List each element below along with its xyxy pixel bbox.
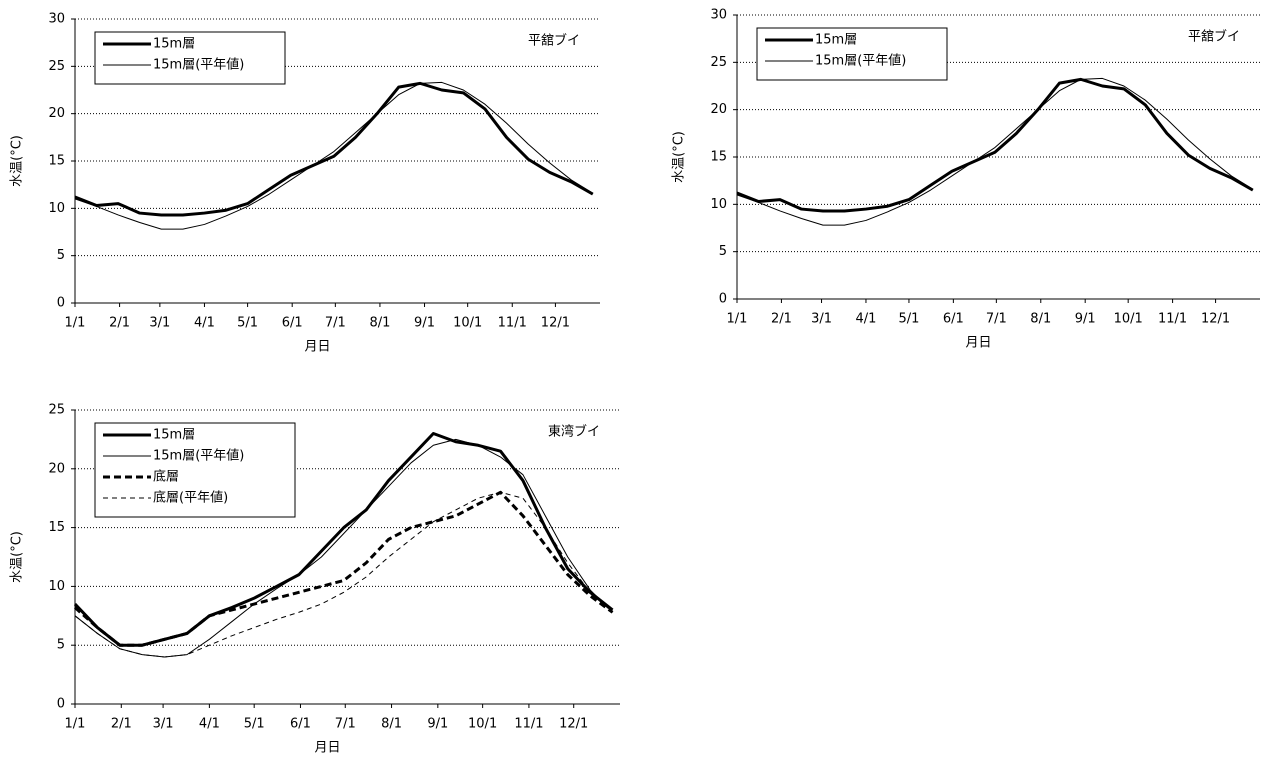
x-tick-label: 1/1 xyxy=(65,316,86,331)
x-tick-label: 11/1 xyxy=(514,717,543,732)
y-tick-label: 10 xyxy=(710,197,727,212)
chart: 0 5 10 15 20 25 30 1/1 2/1 3/1 4/1 5/1 6/1 7/1 8/1 9/1 1… xyxy=(672,8,1260,351)
y-tick-label: 25 xyxy=(48,403,65,418)
x-tick-label: 3/1 xyxy=(153,717,174,732)
chart: 0 5 10 15 20 25 30 1/1 2/1 3/1 4/1 5/1 6/1 7/1 8/1 9/1 1… xyxy=(10,12,600,355)
y-tick-label: 10 xyxy=(48,201,65,216)
series-line xyxy=(74,81,594,217)
y-tick-label: 15 xyxy=(48,520,65,535)
x-tick-label: 8/1 xyxy=(369,316,390,331)
x-axis-label: 月日 xyxy=(314,741,340,756)
x-axis-label: 月日 xyxy=(304,340,330,355)
y-axis-label: 水温(°C) xyxy=(10,531,25,583)
y-tick-label: 30 xyxy=(48,12,65,27)
legend-label: 15m層(平年値) xyxy=(153,448,244,464)
x-tick-label: 11/1 xyxy=(498,316,527,331)
x-tick-label: 6/1 xyxy=(943,312,964,327)
series-line xyxy=(736,77,1254,226)
x-tick-label: 9/1 xyxy=(427,717,448,732)
y-tick-label: 25 xyxy=(710,55,727,70)
y-tick-label: 20 xyxy=(48,106,65,121)
series-line xyxy=(74,81,594,230)
y-tick-label: 0 xyxy=(719,292,727,307)
y-tick-label: 30 xyxy=(710,8,727,23)
x-tick-label: 6/1 xyxy=(282,316,303,331)
x-tick-label: 5/1 xyxy=(244,717,265,732)
legend-label: 底層(平年値) xyxy=(153,490,228,506)
x-tick-label: 4/1 xyxy=(855,312,876,327)
x-tick-label: 10/1 xyxy=(1114,312,1143,327)
y-tick-label: 5 xyxy=(719,244,727,259)
series-line xyxy=(74,490,614,647)
x-tick-label: 8/1 xyxy=(381,717,402,732)
x-tick-label: 9/1 xyxy=(414,316,435,331)
x-tick-label: 2/1 xyxy=(111,717,132,732)
x-tick-label: 7/1 xyxy=(986,312,1007,327)
legend-label: 15m層(平年値) xyxy=(153,57,244,73)
y-tick-label: 20 xyxy=(710,102,727,117)
legend-label: 15m層 xyxy=(153,428,195,443)
x-tick-label: 12/1 xyxy=(541,316,570,331)
x-tick-label: 5/1 xyxy=(898,312,919,327)
x-tick-label: 3/1 xyxy=(811,312,832,327)
x-tick-label: 1/1 xyxy=(65,717,86,732)
annotation: 東湾ブイ xyxy=(548,424,600,440)
x-tick-label: 2/1 xyxy=(771,312,792,327)
legend-label: 15m層 xyxy=(815,33,857,48)
legend-box xyxy=(756,27,948,81)
x-tick-label: 10/1 xyxy=(453,316,482,331)
y-tick-label: 20 xyxy=(48,461,65,476)
y-tick-label: 15 xyxy=(710,150,727,165)
legend-box xyxy=(94,31,286,85)
y-tick-label: 5 xyxy=(57,638,65,653)
x-tick-label: 9/1 xyxy=(1075,312,1096,327)
x-tick-label: 3/1 xyxy=(149,316,170,331)
x-tick-label: 11/1 xyxy=(1158,312,1187,327)
x-tick-label: 12/1 xyxy=(1201,312,1230,327)
legend-label: 15m層 xyxy=(153,37,195,52)
series-line xyxy=(74,491,613,658)
legend-box xyxy=(94,422,296,518)
x-tick-label: 12/1 xyxy=(559,717,588,732)
y-tick-label: 0 xyxy=(57,697,65,712)
annotation: 平舘ブイ xyxy=(528,33,580,49)
y-axis-label: 水温(°C) xyxy=(10,135,25,187)
x-tick-label: 1/1 xyxy=(727,312,748,327)
x-tick-label: 4/1 xyxy=(199,717,220,732)
x-tick-label: 4/1 xyxy=(194,316,215,331)
x-axis-label: 月日 xyxy=(965,336,991,351)
x-tick-label: 6/1 xyxy=(290,717,311,732)
y-tick-label: 25 xyxy=(48,59,65,74)
y-tick-label: 15 xyxy=(48,154,65,169)
y-axis-label: 水温(°C) xyxy=(672,131,687,183)
x-tick-label: 10/1 xyxy=(468,717,497,732)
chart: 0 5 10 15 20 25 1/1 2/1 3/1 4/1 5/1 6/1 7/1 8/1 9/1 10/… xyxy=(10,403,620,756)
series-line xyxy=(736,77,1254,213)
x-tick-label: 2/1 xyxy=(109,316,130,331)
legend-label: 底層 xyxy=(153,469,179,485)
annotation: 平舘ブイ xyxy=(1188,29,1240,45)
y-tick-label: 10 xyxy=(48,579,65,594)
y-tick-label: 0 xyxy=(57,296,65,311)
y-tick-label: 5 xyxy=(57,248,65,263)
x-tick-label: 7/1 xyxy=(325,316,346,331)
x-tick-label: 7/1 xyxy=(335,717,356,732)
legend-label: 15m層(平年値) xyxy=(815,53,906,69)
x-tick-label: 8/1 xyxy=(1030,312,1051,327)
x-tick-label: 5/1 xyxy=(237,316,258,331)
